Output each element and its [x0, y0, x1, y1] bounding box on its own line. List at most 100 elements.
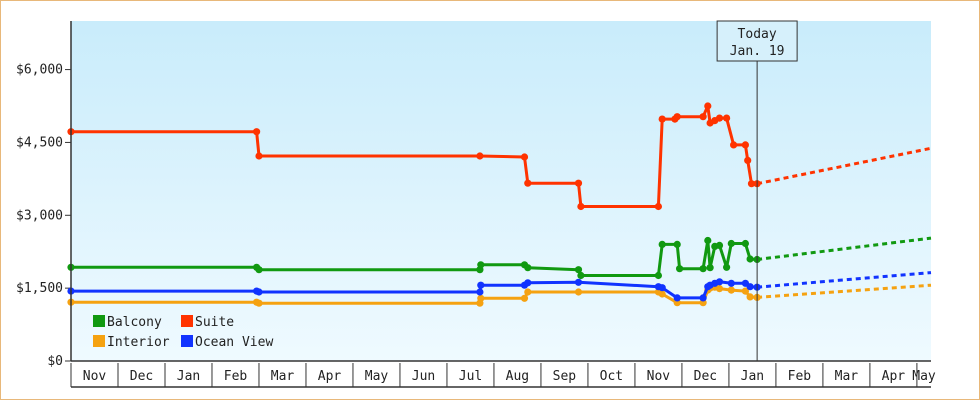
legend-swatch-interior [93, 335, 105, 347]
forecast-line-interior [756, 283, 932, 299]
legend-label-balcony: Balcony [107, 315, 162, 330]
data-point-ocean-view[interactable] [524, 279, 532, 287]
data-point-balcony[interactable] [255, 266, 263, 274]
data-point-suite[interactable] [658, 115, 666, 123]
legend-label-interior: Interior [107, 335, 170, 350]
data-point-suite[interactable] [704, 102, 712, 110]
data-point-interior[interactable] [524, 288, 532, 296]
data-point-ocean-view[interactable] [476, 288, 484, 296]
forecast-line-suite [756, 146, 932, 186]
data-point-balcony[interactable] [673, 240, 681, 248]
data-point-interior[interactable] [727, 286, 735, 294]
data-point-suite[interactable] [741, 141, 750, 149]
data-point-balcony[interactable] [477, 261, 485, 269]
data-point-ocean-view[interactable] [727, 279, 735, 287]
data-point-balcony[interactable] [676, 265, 684, 273]
data-point-interior[interactable] [746, 293, 754, 301]
legend-label-ocean-view: Ocean View [195, 335, 273, 350]
series-layer [67, 102, 932, 307]
plot-area [71, 21, 931, 361]
data-point-balcony[interactable] [704, 236, 712, 245]
data-point-suite[interactable] [715, 114, 724, 122]
data-point-balcony[interactable] [715, 241, 724, 249]
data-point-balcony[interactable] [574, 266, 583, 274]
data-point-ocean-view[interactable] [477, 281, 485, 289]
x-tick-label: Jan [177, 369, 200, 384]
data-point-interior[interactable] [658, 290, 666, 298]
data-point-balcony[interactable] [524, 264, 532, 272]
data-point-balcony[interactable] [723, 263, 731, 271]
y-tick-label: $3,000 [16, 208, 63, 223]
data-point-balcony[interactable] [746, 255, 754, 263]
data-point-suite[interactable] [524, 179, 532, 187]
today-date: Jan. 19 [730, 44, 785, 59]
data-point-suite[interactable] [574, 179, 583, 187]
y-tick-label: $1,500 [16, 281, 63, 296]
data-point-interior[interactable] [741, 287, 750, 295]
data-point-balcony[interactable] [577, 271, 585, 280]
data-point-suite[interactable] [723, 114, 731, 122]
today-label: Today [738, 27, 777, 42]
data-point-interior[interactable] [574, 288, 583, 296]
data-point-suite[interactable] [699, 113, 707, 121]
data-point-balcony[interactable] [741, 239, 750, 248]
x-tick-label: Dec [130, 369, 153, 384]
x-tick-label: Mar [271, 369, 295, 384]
data-point-suite[interactable] [747, 180, 756, 188]
data-point-interior[interactable] [520, 294, 529, 302]
data-point-balcony[interactable] [706, 264, 714, 272]
legend-swatch-ocean-view [181, 335, 193, 347]
data-point-balcony[interactable] [727, 239, 735, 248]
data-point-ocean-view[interactable] [673, 294, 681, 302]
legend-swatch-suite [181, 315, 193, 327]
x-tick-label: Sep [553, 369, 577, 384]
data-point-suite[interactable] [255, 152, 263, 160]
x-axis-ticks: Nov Dec Jan Feb Mar Apr May Jun Jul Aug Sep Oct Nov D… [70, 363, 936, 388]
data-point-suite[interactable] [654, 202, 663, 211]
y-tick-label: $0 [47, 354, 63, 369]
x-tick-label: May [365, 369, 389, 384]
x-tick-label: Apr [882, 369, 906, 384]
forecast-line-balcony [756, 236, 932, 261]
forecast-line-ocean-view [756, 271, 932, 289]
x-tick-label: Mar [835, 369, 859, 384]
data-point-suite[interactable] [744, 156, 752, 164]
data-point-suite[interactable] [520, 153, 529, 161]
data-point-ocean-view[interactable] [574, 278, 583, 286]
x-tick-label: Dec [694, 369, 717, 384]
data-point-suite[interactable] [577, 202, 585, 211]
x-tick-label: Jul [459, 369, 482, 384]
x-tick-label: Jan [741, 369, 764, 384]
data-point-ocean-view[interactable] [699, 294, 707, 302]
x-tick-label: Apr [318, 369, 342, 384]
axes [70, 21, 931, 362]
data-point-balcony[interactable] [654, 271, 663, 280]
data-point-ocean-view[interactable] [715, 278, 724, 286]
data-point-suite[interactable] [730, 141, 738, 149]
data-point-suite[interactable] [476, 152, 484, 160]
data-point-interior[interactable] [255, 299, 263, 307]
legend: Balcony Suite Interior Ocean View [93, 315, 273, 350]
data-point-interior[interactable] [715, 285, 724, 293]
x-tick-label: Jun [412, 369, 435, 384]
data-point-ocean-view[interactable] [658, 284, 666, 292]
data-point-interior[interactable] [477, 294, 485, 302]
x-tick-label: May [912, 369, 936, 384]
legend-label-suite: Suite [195, 315, 234, 330]
data-point-balcony[interactable] [658, 240, 666, 248]
legend-swatch-balcony [93, 315, 105, 327]
data-point-suite[interactable] [253, 128, 261, 136]
y-tick-label: $4,500 [16, 135, 63, 150]
data-point-suite[interactable] [673, 113, 681, 121]
data-point-ocean-view[interactable] [255, 288, 263, 296]
x-tick-label: Feb [788, 369, 812, 384]
data-point-ocean-view[interactable] [746, 283, 754, 291]
today-box [716, 20, 798, 62]
y-tick-label: $6,000 [16, 63, 63, 78]
today-marker: Today Jan. 19 [716, 20, 798, 361]
data-point-balcony[interactable] [699, 265, 707, 273]
y-axis-ticks: $0 $1,500 $3,000 $4,500 $6,000 [16, 63, 71, 369]
x-tick-label: Aug [506, 369, 529, 384]
